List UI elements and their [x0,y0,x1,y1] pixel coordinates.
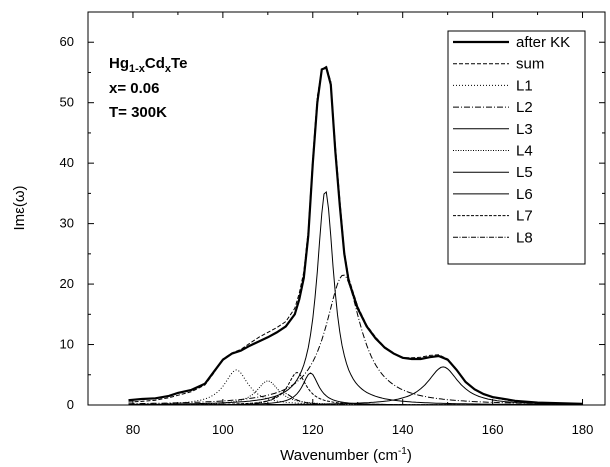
series-line-l7 [128,371,583,405]
legend-label: L4 [516,143,533,160]
legend-label: sum [516,56,544,73]
y-tick-label: 40 [60,155,74,170]
y-tick-label: 60 [60,34,74,49]
y-tick-label: 30 [60,216,74,231]
annotation-formula: Hg1-xCdxTe [109,55,187,75]
series-line-l2 [128,274,583,405]
annotation-block: Hg1-xCdxTe x= 0.06 T= 300K [109,55,187,121]
legend-label: L7 [516,208,533,225]
annotation-composition: x= 0.06 [109,80,159,97]
x-tick-label: 180 [572,422,594,437]
legend-label: after KK [516,34,570,51]
series-line-l8 [128,392,583,405]
legend: after KK sum L1 L2 L3 L4 L5 L6 L7 L8 [447,30,586,265]
x-tick-label: 80 [126,422,140,437]
legend-label: L5 [516,164,533,181]
legend-label: L2 [516,99,533,116]
x-axis-title: Wavenumber (cm-1) [280,446,412,464]
y-axis-title: Imε(ω) [11,185,28,230]
y-tick-label: 50 [60,95,74,110]
series-line-l6 [128,366,583,405]
series-line-sum [128,65,583,405]
legend-label: L8 [516,229,533,246]
x-tick-label: 140 [392,422,414,437]
y-tick-label: 10 [60,337,74,352]
legend-label: L3 [516,121,533,138]
annotation-temperature: T= 300K [109,104,167,121]
y-tick-label: 20 [60,276,74,291]
x-tick-label: 100 [212,422,234,437]
x-tick-label: 120 [302,422,324,437]
legend-box [447,30,586,265]
legend-label: L1 [516,77,533,94]
legend-label: L6 [516,186,533,203]
y-tick-label: 0 [67,397,74,412]
x-tick-label: 160 [482,422,504,437]
